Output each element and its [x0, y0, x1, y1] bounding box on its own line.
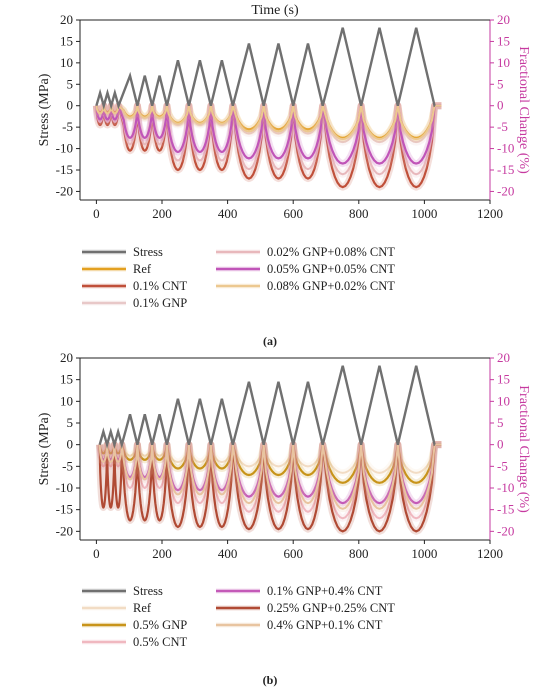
y-tick-label: 5 — [67, 76, 74, 91]
legend-label: Stress — [133, 245, 163, 259]
stress-line — [98, 365, 436, 450]
y-tick-label: -10 — [56, 480, 73, 495]
y-tick-label: 0 — [67, 437, 74, 452]
axes-b: 0 200 400 600 800 1000 1200-20 -20-15 -15-10 -10-… — [37, 350, 531, 561]
y2-tick-label: 5 — [497, 76, 504, 91]
panel-label-a: (a) — [263, 334, 277, 348]
legend-label: 0.5% GNP — [133, 618, 187, 632]
y-tick-label: 10 — [60, 393, 73, 408]
y2-tick-label: -5 — [497, 458, 508, 473]
x-tick-label: 1200 — [477, 206, 503, 221]
y-tick-label: 5 — [67, 415, 74, 430]
chart-panel-b: 0 200 400 600 800 1000 1200-20 -20-15 -15-10 -10-… — [37, 350, 531, 687]
x-tick-label: 800 — [349, 206, 369, 221]
legend-label: Ref — [133, 601, 152, 615]
y2-tick-label: -10 — [497, 480, 514, 495]
y-tick-label: 15 — [60, 372, 73, 387]
y2-tick-label: 10 — [497, 55, 510, 70]
legend-label: 0.1% GNP — [133, 296, 187, 310]
x-tick-label: 600 — [283, 546, 303, 561]
series-lines-b — [96, 365, 442, 535]
legend-label: Ref — [133, 262, 152, 276]
y2-tick-label: 0 — [497, 437, 504, 452]
y-tick-label: 0 — [67, 98, 74, 113]
series-line — [98, 443, 442, 510]
x-tick-label: 600 — [283, 206, 303, 221]
series-lines-a — [92, 27, 442, 191]
legend-label: 0.05% GNP+0.05% CNT — [267, 262, 395, 276]
y-tick-label: -15 — [56, 502, 73, 517]
series-line — [98, 443, 442, 520]
y2-tick-label: 15 — [497, 372, 510, 387]
y-tick-label: 20 — [60, 350, 73, 365]
x-tick-label: 1200 — [477, 546, 503, 561]
y2-tick-label: -15 — [497, 162, 514, 177]
series-line — [95, 104, 442, 141]
series-line — [98, 443, 442, 533]
legend-label: 0.25% GNP+0.25% CNT — [267, 601, 395, 615]
legend-label: 0.4% GNP+0.1% CNT — [267, 618, 383, 632]
legend-label: 0.1% CNT — [133, 279, 188, 293]
stress-line — [95, 27, 436, 111]
x-tick-label: 0 — [93, 546, 100, 561]
series-line — [95, 104, 442, 189]
y2-tick-label: 0 — [497, 98, 504, 113]
x-tick-label: 1000 — [411, 206, 437, 221]
x-tick-label: 400 — [218, 546, 238, 561]
y2-tick-label: -5 — [497, 119, 508, 134]
legend-label: 0.1% GNP+0.4% CNT — [267, 584, 383, 598]
x-tick-label: 800 — [349, 546, 369, 561]
y2-axis-title: Fractional Change (%) — [516, 385, 531, 513]
y-tick-label: -5 — [62, 119, 73, 134]
series-line — [95, 104, 442, 165]
x-tick-label: 0 — [93, 206, 100, 221]
y-tick-label: 20 — [60, 12, 73, 27]
y2-tick-label: 20 — [497, 12, 510, 27]
y2-tick-label: -15 — [497, 502, 514, 517]
y-tick-label: -20 — [56, 523, 73, 538]
x-tick-label: 400 — [218, 206, 238, 221]
legend-b: Stress Ref 0.5% GNP 0.5% CNT 0.1% GNP+0.4% C… — [82, 584, 395, 649]
chart-panel-a: Time (s) 0 200 400 600 800 1000 1200-20 -20-15-… — [37, 3, 531, 348]
y-tick-label: -20 — [56, 183, 73, 198]
legend-label: 0.02% GNP+0.08% CNT — [267, 245, 395, 259]
panel-label-b: (b) — [263, 673, 278, 687]
y-axis-title: Stress (MPa) — [37, 73, 52, 146]
x-tick-label: 200 — [152, 206, 172, 221]
y2-tick-label: 15 — [497, 33, 510, 48]
y-tick-label: -15 — [56, 162, 73, 177]
legend-label: 0.08% GNP+0.02% CNT — [267, 279, 395, 293]
series-line — [98, 443, 442, 474]
y2-tick-label: 20 — [497, 350, 510, 365]
y2-tick-label: -10 — [497, 141, 514, 156]
y-tick-label: 15 — [60, 33, 73, 48]
chart-title: Time (s) — [251, 3, 299, 18]
y2-tick-label: -20 — [497, 523, 514, 538]
y2-axis-title: Fractional Change (%) — [516, 46, 531, 174]
x-tick-label: 200 — [152, 546, 172, 561]
series-line — [98, 443, 442, 484]
x-tick-label: 1000 — [411, 546, 437, 561]
legend-label: 0.5% CNT — [133, 635, 188, 649]
legend-a: Stress Ref 0.1% CNT 0.1% GNP 0.02% GNP+0.08%… — [82, 245, 395, 310]
y-tick-label: 10 — [60, 55, 73, 70]
y2-tick-label: -20 — [497, 183, 514, 198]
y-tick-label: -5 — [62, 458, 73, 473]
y-axis-title: Stress (MPa) — [37, 412, 52, 485]
axes-a: 0 200 400 600 800 1000 1200-20 -20-15 -15-10 -10-… — [37, 12, 531, 221]
series-line — [95, 104, 442, 176]
legend-label: Stress — [133, 584, 163, 598]
series-line — [98, 443, 442, 505]
y2-tick-label: 5 — [497, 415, 504, 430]
y-tick-label: -10 — [56, 141, 73, 156]
y2-tick-label: 10 — [497, 393, 510, 408]
